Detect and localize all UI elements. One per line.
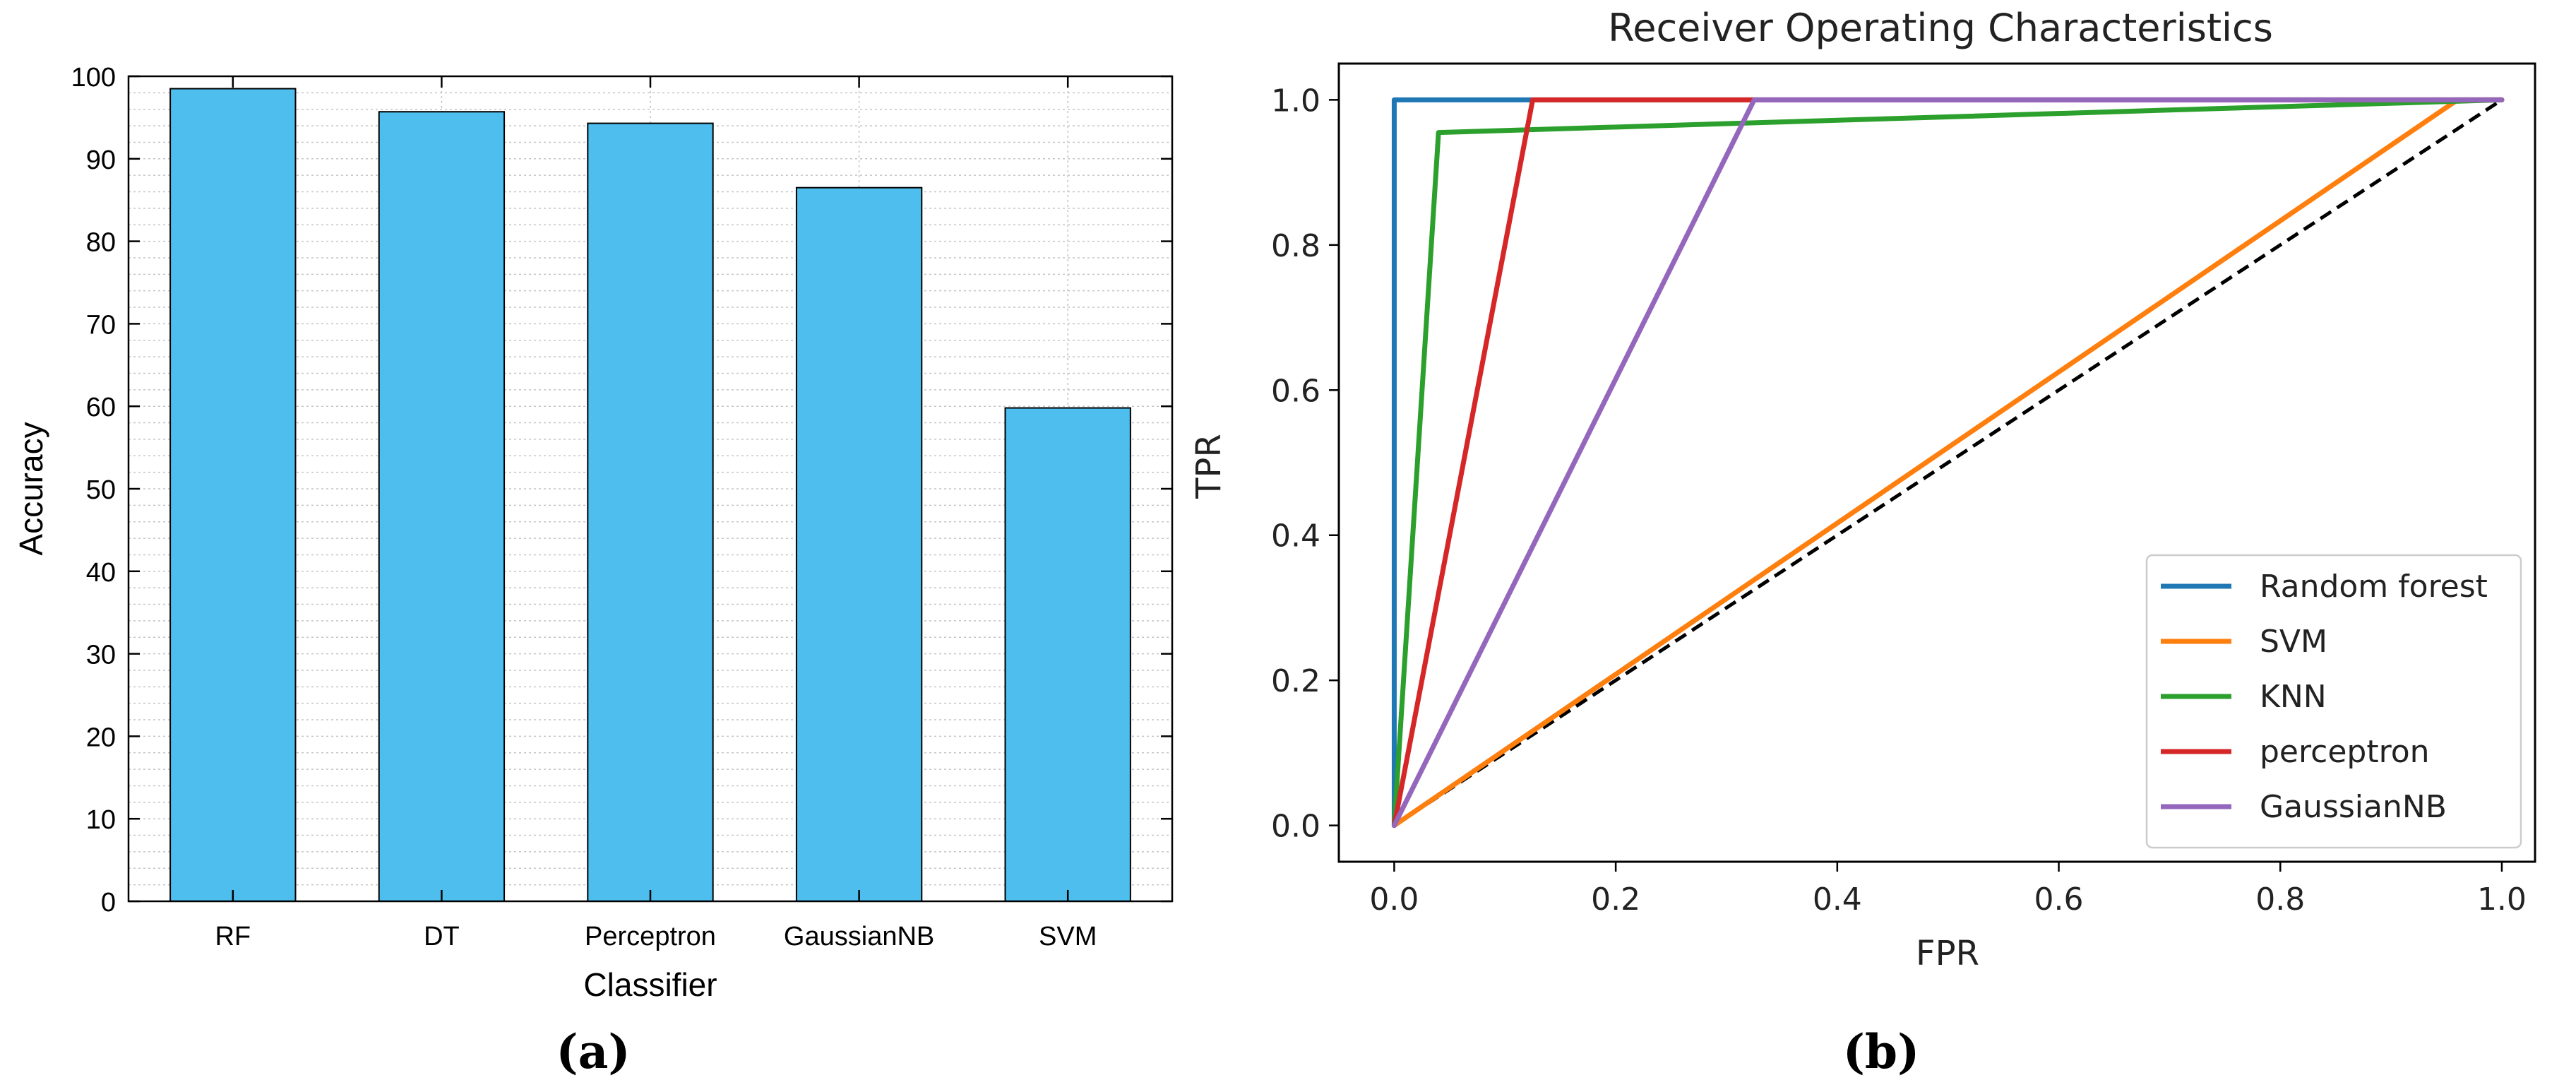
legend-label: GaussianNB bbox=[2260, 789, 2447, 825]
x-tick-label: SVM bbox=[1039, 922, 1097, 951]
panel-a-label: (a) bbox=[556, 1024, 630, 1079]
y-tick-label: 0.8 bbox=[1271, 228, 1320, 264]
roc-line-gaussiannb bbox=[1391, 97, 2505, 829]
bar-dt bbox=[378, 111, 506, 902]
chance-line bbox=[1393, 98, 2503, 827]
bar-perceptron bbox=[587, 122, 714, 902]
legend-label: KNN bbox=[2260, 679, 2327, 715]
roc-chart-ticks: 0.0 0.2 0.4 0.6 0.8 1.0 0.0 0.2 0.4 0.6 0.8 1.0 bbox=[1271, 83, 2527, 918]
y-tick-label: 30 bbox=[86, 641, 116, 670]
x-tick-label: RF bbox=[215, 922, 251, 951]
roc-chart-panel: Receiver Operating Characteristics 0.0 0.… bbox=[1189, 6, 2536, 1079]
y-tick-label: 0.0 bbox=[1271, 809, 1320, 845]
y-tick-label: 10 bbox=[86, 805, 116, 835]
y-tick-label: 0.2 bbox=[1271, 663, 1320, 699]
y-tick-label: 20 bbox=[86, 723, 116, 752]
y-tick-label: 100 bbox=[71, 63, 116, 93]
roc-line-knn bbox=[1391, 97, 2505, 829]
x-tick-label: Perceptron bbox=[585, 922, 716, 951]
bar-chart-ticks: 0 10 20 30 40 50 60 70 80 90 100 RF DT Perceptron Gaus… bbox=[71, 63, 1172, 951]
x-tick-label: DT bbox=[424, 922, 460, 951]
legend-box bbox=[2145, 554, 2522, 849]
roc-chance-diagonal bbox=[1393, 98, 2503, 827]
bar-gaussiannb bbox=[795, 186, 923, 902]
roc-chart-plot-frame bbox=[1337, 62, 2536, 863]
bar-series bbox=[169, 88, 1131, 902]
bar-chart-y-axis-label: Accuracy bbox=[13, 422, 49, 555]
y-tick-label: 70 bbox=[86, 310, 116, 340]
roc-series bbox=[1391, 97, 2505, 829]
roc-chart-title: Receiver Operating Characteristics bbox=[1608, 6, 2273, 50]
roc-chart-y-axis-label: TPR bbox=[1189, 434, 1229, 499]
x-tick-label: 0.0 bbox=[1369, 882, 1419, 918]
y-tick-label: 40 bbox=[86, 558, 116, 588]
x-tick-label: 0.4 bbox=[1813, 882, 1862, 918]
x-tick-label: 1.0 bbox=[2477, 882, 2527, 918]
y-tick-label: 1.0 bbox=[1271, 83, 1320, 119]
y-tick-label: 60 bbox=[86, 393, 116, 422]
legend-label: SVM bbox=[2260, 624, 2327, 660]
panel-b-label: (b) bbox=[1843, 1024, 1920, 1079]
roc-chart-x-axis-label: FPR bbox=[1916, 934, 1979, 973]
y-tick-label: 50 bbox=[86, 475, 116, 505]
y-tick-label: 90 bbox=[86, 146, 116, 175]
roc-chart-legend: Random forest SVM KNN perceptron GaussianNB bbox=[2145, 554, 2522, 849]
bar-rf bbox=[169, 88, 297, 902]
legend-label: Random forest bbox=[2260, 569, 2488, 605]
y-tick-label: 0 bbox=[101, 888, 116, 918]
x-tick-label: GaussianNB bbox=[784, 922, 934, 951]
x-tick-label: 0.8 bbox=[2255, 882, 2305, 918]
x-tick-label: 0.6 bbox=[2034, 882, 2084, 918]
y-tick-label: 0.4 bbox=[1271, 518, 1320, 554]
x-tick-label: 0.2 bbox=[1591, 882, 1640, 918]
y-tick-label: 0.6 bbox=[1271, 373, 1320, 409]
legend-label: perceptron bbox=[2260, 734, 2430, 770]
bar-chart-panel: 0 10 20 30 40 50 60 70 80 90 100 RF DT Perceptron Gaus… bbox=[13, 63, 1174, 1079]
y-tick-label: 80 bbox=[86, 228, 116, 258]
bar-svm bbox=[1004, 407, 1131, 902]
bar-chart-x-axis-label: Classifier bbox=[583, 966, 717, 1003]
